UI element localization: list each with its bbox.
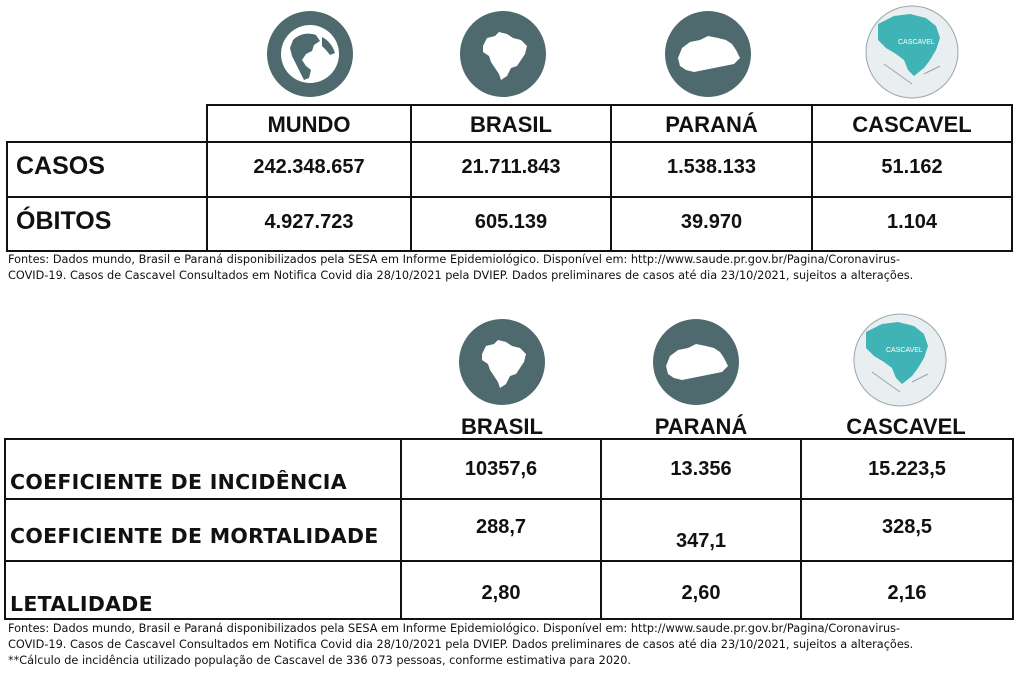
globe-icon	[266, 10, 354, 98]
casos-mundo: 242.348.657	[253, 156, 365, 178]
incidencia-brasil: 10357,6	[464, 458, 538, 480]
letalidade-brasil: 2,80	[481, 582, 521, 604]
row-label-letalidade: LETALIDADE	[10, 592, 153, 616]
parana-map-icon	[652, 318, 740, 406]
header-parana: PARANÁ	[654, 414, 748, 439]
incidencia-cascavel: 15.223,5	[868, 458, 946, 480]
mortalidade-parana: 347,1	[675, 530, 727, 552]
header-mundo: MUNDO	[267, 112, 351, 137]
note-line: Fontes: Dados mundo, Brasil e Paraná dis…	[8, 622, 901, 635]
casos-parana: 1.538.133	[667, 156, 756, 178]
obitos-mundo: 4.927.723	[264, 211, 354, 233]
sources-note-1: Fontes: Dados mundo, Brasil e Paraná dis…	[8, 252, 913, 284]
header-cascavel: CASCAVEL	[852, 112, 972, 137]
row-label-casos: CASOS	[16, 152, 105, 180]
row-label-obitos: ÓBITOS	[16, 207, 112, 235]
row-label-mortalidade: COEFICIENTE DE MORTALIDADE	[10, 524, 379, 548]
header-parana: PARANÁ	[665, 112, 758, 137]
cascavel-map-label: CASCAVEL	[898, 39, 935, 46]
table-casos-obitos: MUNDO BRASIL PARANÁ CASCAVEL CASOS 242.3…	[6, 104, 1013, 252]
obitos-brasil: 605.139	[474, 211, 548, 233]
brazil-map-icon	[458, 318, 546, 406]
cascavel-map-icon: CASCAVEL	[852, 312, 948, 408]
header-brasil: BRASIL	[470, 112, 552, 137]
note-line: **Cálculo de incidência utilizado popula…	[8, 654, 631, 667]
row-label-incidencia: COEFICIENTE DE INCIDÊNCIA	[10, 470, 347, 494]
obitos-cascavel: 1.104	[886, 211, 938, 233]
mortalidade-brasil: 288,7	[475, 516, 527, 538]
header-brasil: BRASIL	[461, 414, 543, 439]
note-line: COVID-19. Casos de Cascavel Consultados …	[8, 269, 914, 282]
table-coeficientes: COEFICIENTE DE INCIDÊNCIA 10357,6 13.356…	[4, 438, 1014, 620]
cascavel-map-icon: CASCAVEL	[864, 4, 960, 100]
letalidade-parana: 2,60	[681, 582, 721, 604]
note-line: COVID-19. Casos de Cascavel Consultados …	[8, 638, 914, 651]
casos-cascavel: 51.162	[881, 156, 943, 178]
sources-note-2: Fontes: Dados mundo, Brasil e Paraná dis…	[8, 621, 913, 669]
obitos-parana: 39.970	[680, 211, 743, 233]
letalidade-cascavel: 2,16	[887, 582, 927, 604]
cascavel-map-label: CASCAVEL	[886, 347, 923, 354]
parana-map-icon	[664, 10, 752, 98]
casos-brasil: 21.711.843	[461, 156, 561, 178]
incidencia-parana: 13.356	[670, 458, 732, 480]
note-line: Fontes: Dados mundo, Brasil e Paraná dis…	[8, 253, 901, 266]
header-cascavel: CASCAVEL	[846, 414, 966, 439]
mortalidade-cascavel: 328,5	[881, 516, 933, 538]
brazil-map-icon	[459, 10, 547, 98]
